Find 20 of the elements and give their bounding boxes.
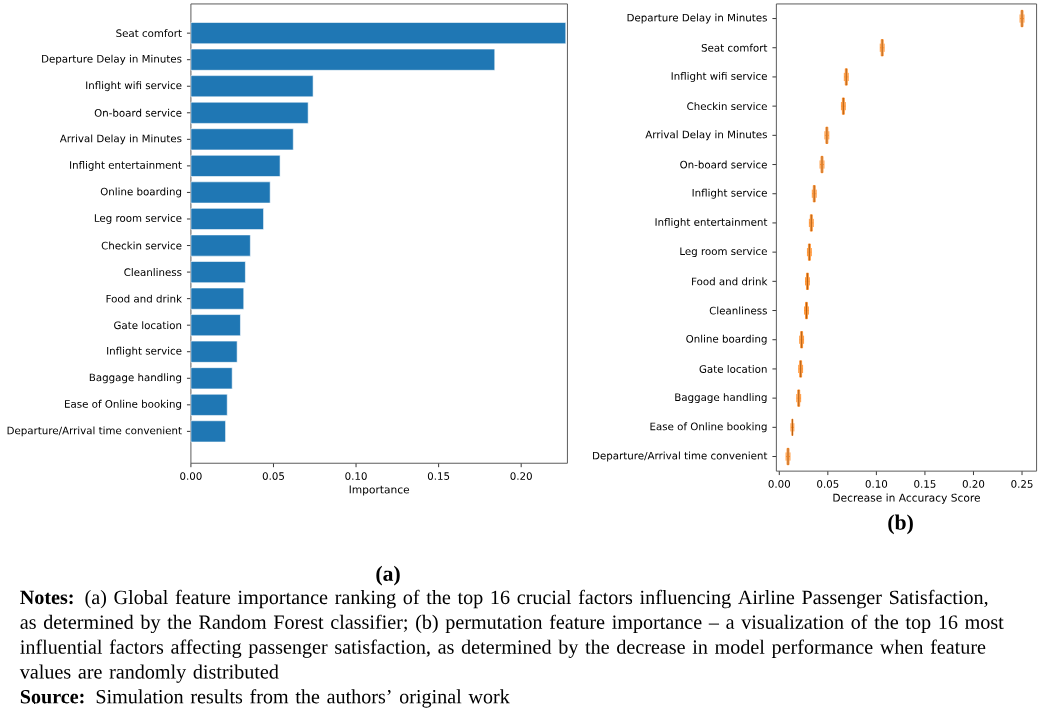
bar bbox=[190, 22, 567, 45]
bar bbox=[190, 420, 226, 443]
bar bbox=[190, 208, 264, 231]
bar bbox=[190, 128, 294, 151]
bar bbox=[190, 155, 281, 178]
text: (a) bbox=[376, 566, 400, 586]
bar bbox=[190, 261, 246, 284]
text: (b) bbox=[888, 514, 913, 535]
bar bbox=[190, 314, 241, 337]
bar bbox=[190, 287, 245, 310]
bar bbox=[190, 234, 251, 257]
bar bbox=[190, 341, 238, 363]
text: Notes: (a) Global feature importance ranking of the top 16 crucial factors influencing Airline Passenger Satisfaction, as determined by the Random Forest classifier; (b) permutation feature importance – a visualization of the top 16 most influential factors affecting passenger satisfaction, as determined by the decrease in model performance when feature values are randomly distributed bbox=[19, 590, 1004, 684]
bar bbox=[190, 181, 271, 204]
bar bbox=[190, 102, 309, 124]
text: Source: Simulation results from the authors’ original work bbox=[20, 689, 510, 708]
bar bbox=[190, 75, 314, 98]
bar bbox=[190, 367, 233, 390]
bar bbox=[190, 48, 496, 71]
bar bbox=[190, 394, 228, 416]
